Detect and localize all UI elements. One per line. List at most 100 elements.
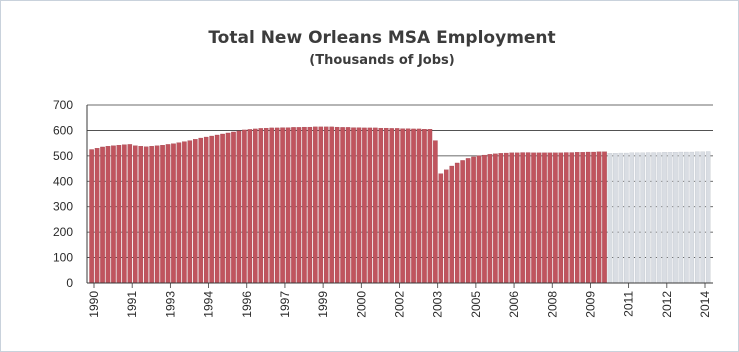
bar-actual	[553, 152, 558, 284]
bar-actual	[602, 151, 607, 284]
bar-actual	[383, 127, 389, 284]
x-tick-label: 2009	[583, 291, 597, 318]
y-tick-labels: 0 100 200 300 400 500 600 700	[53, 98, 73, 290]
bar-actual	[171, 143, 176, 284]
x-tick-labels: 1990 1991 1993 1994 1996 1997 1999 2000 2002 2003…	[87, 291, 712, 318]
bar-actual	[373, 127, 378, 284]
x-tick-label: 1990	[87, 291, 101, 318]
bar-actual	[596, 151, 602, 284]
bar-actual	[460, 160, 465, 284]
bar-forecast	[694, 151, 700, 284]
bar-actual	[220, 133, 225, 284]
bar-actual	[482, 154, 487, 284]
bar-actual	[258, 128, 264, 284]
bar-actual	[454, 162, 460, 284]
bar-actual	[313, 126, 318, 284]
bar-actual	[531, 152, 536, 284]
bar-actual	[509, 152, 515, 284]
bar-actual	[438, 173, 444, 284]
bar-actual	[89, 149, 94, 284]
bar-actual	[242, 129, 247, 284]
bar-actual	[416, 128, 422, 284]
bar-forecast	[624, 152, 629, 284]
y-tick-label: 300	[53, 200, 73, 214]
bar-forecast	[618, 152, 624, 284]
bar-forecast	[645, 152, 651, 284]
x-tick-label: 2002	[393, 291, 407, 318]
bar-actual	[236, 130, 242, 284]
bar-actual	[116, 145, 122, 284]
bar-forecast	[684, 151, 689, 284]
bar-forecast	[705, 151, 711, 284]
bar-actual	[263, 127, 269, 284]
bar-actual	[345, 127, 351, 284]
bar-actual	[476, 155, 482, 284]
bar-actual	[143, 146, 149, 284]
bar-actual	[433, 140, 438, 284]
y-tick-label: 700	[53, 98, 73, 112]
bar-actual	[307, 126, 313, 284]
bar-actual	[323, 126, 329, 284]
bar-actual	[422, 129, 427, 284]
chart-subtitle: (Thousands of Jobs)	[309, 53, 454, 68]
bar-actual	[449, 165, 455, 284]
bar-actual	[111, 145, 116, 284]
bar-actual	[280, 127, 285, 284]
x-tick-label: 1996	[240, 291, 254, 318]
bar-actual	[193, 139, 198, 284]
bar-actual	[160, 145, 165, 284]
bar-forecast	[656, 152, 662, 284]
bar-actual	[351, 127, 356, 284]
bar-forecast	[673, 152, 678, 284]
bar-actual	[564, 152, 569, 284]
x-tick-label: 1999	[316, 291, 330, 318]
bar-actual	[427, 129, 433, 284]
bar-actual	[558, 152, 564, 284]
bar-forecast	[700, 151, 705, 284]
bar-actual	[105, 146, 111, 284]
bar-actual	[214, 134, 220, 284]
bar-actual	[394, 128, 400, 284]
bar-actual	[176, 142, 182, 284]
bar-actual	[209, 135, 214, 284]
y-tick-label: 400	[53, 174, 73, 188]
bar-actual	[569, 152, 575, 284]
bar-actual	[340, 127, 345, 284]
x-tick-label: 2000	[354, 291, 368, 318]
bar-actual	[247, 129, 253, 284]
bar-actual	[269, 127, 274, 284]
bar-actual	[296, 127, 302, 284]
y-tick-label: 100	[53, 251, 73, 265]
x-tick-label: 2003	[431, 291, 445, 318]
bar-actual	[405, 128, 411, 284]
bar-actual	[536, 152, 542, 284]
bar-actual	[585, 151, 591, 284]
bar-actual	[356, 127, 362, 284]
bar-actual	[493, 153, 498, 284]
axes	[86, 105, 713, 288]
bar-actual	[182, 141, 187, 284]
bar-actual	[225, 132, 231, 284]
bar-actual	[514, 152, 520, 284]
bar-actual	[154, 145, 160, 284]
x-tick-label: 2008	[545, 291, 559, 318]
bar-actual	[138, 146, 144, 284]
bar-actual	[520, 152, 525, 284]
x-tick-label: 2005	[469, 291, 483, 318]
bar-actual	[504, 152, 509, 284]
bar-actual	[525, 152, 531, 284]
bar-actual	[94, 148, 100, 284]
bar-forecast	[651, 152, 656, 284]
bar-actual	[580, 152, 585, 284]
bar-actual	[574, 152, 580, 284]
x-tick-label: 2011	[622, 291, 636, 317]
bar-forecast	[634, 152, 640, 284]
bar-actual	[253, 128, 258, 284]
bar-forecast	[640, 152, 645, 284]
bar-actual	[187, 140, 193, 284]
bar-actual	[362, 127, 367, 284]
bar-forecast	[678, 151, 684, 284]
bar-actual	[165, 144, 171, 284]
